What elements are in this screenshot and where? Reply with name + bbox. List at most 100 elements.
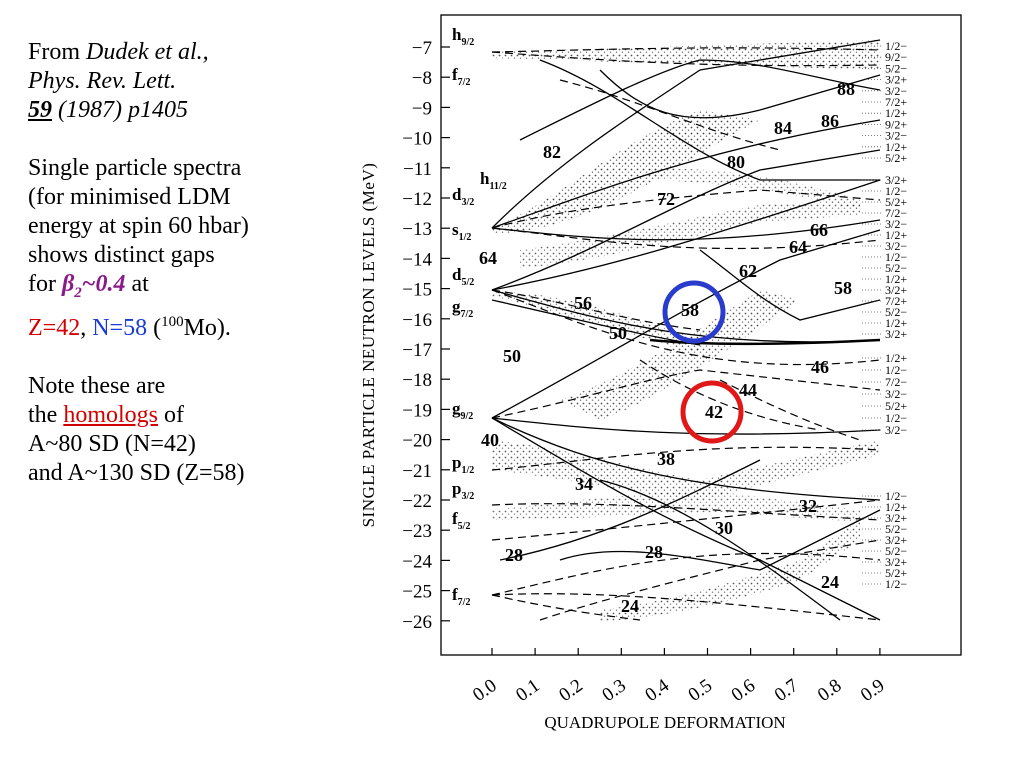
ref-authors: Dudek et al., — [86, 39, 209, 65]
x-tick-label: 0.1 — [512, 675, 544, 706]
note-line2: the homologs of — [28, 401, 185, 428]
x-tick-label: 0.7 — [771, 675, 803, 706]
state-labels: 1/2−9/2−5/2−3/2+3/2−7/2+1/2+9/2+3/2−1/2+… — [862, 39, 907, 591]
orbital-label: f5/2 — [452, 509, 470, 532]
n-value: N=58 — [92, 314, 148, 341]
gap-number: 84 — [774, 118, 792, 138]
svg-text:SINGLE PARTICLE NEUTRON LEVELS: SINGLE PARTICLE NEUTRON LEVELS (MeV) — [359, 163, 378, 528]
orbital-label: g9/2 — [452, 399, 473, 422]
gap-number: 38 — [657, 449, 675, 469]
y-tick-label: −14 — [402, 249, 432, 270]
state-label: 7/2− — [885, 375, 907, 389]
state-label: 1/2− — [885, 184, 907, 198]
state-label: 7/2− — [885, 206, 907, 220]
orbital-label: d3/2 — [452, 185, 474, 208]
y-tick-label: −7 — [412, 38, 432, 59]
homologs-link[interactable]: homologs — [63, 401, 159, 428]
state-label: 1/2− — [885, 489, 907, 503]
gap-number: 32 — [799, 496, 817, 516]
gap-number: 72 — [657, 189, 675, 209]
x-tick-label: 0.5 — [685, 675, 717, 706]
orbital-label: p1/2 — [452, 453, 474, 476]
y-tick-label: −15 — [402, 280, 432, 301]
z-value: Z=42 — [28, 314, 81, 341]
orbital-label: f7/2 — [452, 65, 470, 88]
y-tick-label: −21 — [402, 461, 432, 482]
x-axis-label: QUADRUPOLE DEFORMATION — [544, 713, 785, 732]
orbital-label: h9/2 — [452, 25, 474, 48]
note-line3: A~80 SD (N=42) — [28, 430, 196, 457]
state-label: 1/2+ — [885, 228, 907, 242]
orbital-label: s1/2 — [452, 220, 471, 243]
state-label: 1/2+ — [885, 106, 907, 120]
y-tick-label: −22 — [402, 491, 432, 512]
y-tick-label: −11 — [403, 159, 432, 180]
x-tick-label: 0.6 — [728, 675, 760, 706]
level-lines-dashed — [491, 47, 881, 621]
n58-highlight-circle — [662, 280, 726, 344]
x-axis-ticks: 0.0 0.1 0.2 0.3 0.4 0.5 0.6 0.7 0.8 0.9 — [469, 648, 888, 706]
shaded-bands — [492, 40, 880, 622]
state-label: 3/2− — [885, 84, 907, 98]
state-label: 7/2+ — [885, 95, 907, 109]
orbital-labels: h9/2 f7/2 h11/2 d3/2 s1/2 d5/2 g7/2 g9/2 p1/2 p3/… — [452, 25, 507, 608]
nucleus-line: Z=42, N=58 (100Mo). — [28, 313, 231, 341]
state-label: 9/2− — [885, 50, 907, 64]
y-tick-label: −18 — [402, 370, 432, 391]
gap-number: 64 — [789, 237, 807, 257]
slide-text: From Dudek et al., Phys. Rev. Lett. 59 (… — [28, 38, 358, 488]
x-tick-label: 0.0 — [469, 675, 500, 706]
state-label: 3/2+ — [885, 511, 907, 525]
state-label: 1/2− — [885, 363, 907, 377]
state-label: 1/2+ — [885, 140, 907, 154]
x-tick-label: 0.9 — [857, 675, 889, 706]
gap-number: 88 — [837, 79, 855, 99]
description-line2: (for minimised LDM — [28, 184, 231, 210]
orbital-label: p3/2 — [452, 479, 474, 502]
orbital-label: d5/2 — [452, 265, 474, 288]
orbital-label: h11/2 — [480, 169, 507, 192]
gap-number: 24 — [821, 572, 839, 592]
gap-number: 82 — [543, 142, 561, 162]
gap-number: 30 — [715, 518, 733, 538]
state-label: 9/2+ — [885, 117, 907, 131]
description-line1: Single particle spectra — [28, 155, 242, 181]
x-tick-label: 0.4 — [641, 675, 673, 706]
state-label: 3/2+ — [885, 555, 907, 569]
state-label: 5/2− — [885, 61, 907, 75]
gap-number: 58 — [834, 278, 852, 298]
state-label: 5/2+ — [885, 399, 907, 413]
state-label: 1/2+ — [885, 316, 907, 330]
gap-number: 50 — [503, 346, 521, 366]
state-label: 7/2+ — [885, 294, 907, 308]
y-tick-label: −16 — [402, 310, 432, 331]
gap-number: 40 — [481, 430, 499, 450]
plot-frame — [440, 14, 962, 656]
state-label: 1/2+ — [885, 500, 907, 514]
orbital-label: g7/2 — [452, 297, 473, 320]
state-label: 1/2+ — [885, 351, 907, 365]
state-label: 3/2− — [885, 129, 907, 143]
description-line4: shows distinct gaps — [28, 242, 215, 268]
gap-number: 58 — [681, 300, 699, 320]
reference-line1: From Dudek et al., — [28, 39, 209, 65]
state-label: 3/2− — [885, 387, 907, 401]
gap-number: 86 — [821, 111, 839, 131]
gap-number: 28 — [645, 542, 663, 562]
y-tick-label: −20 — [402, 431, 432, 452]
reference-line2: Phys. Rev. Lett. — [28, 68, 177, 94]
gap-number: 44 — [739, 380, 757, 400]
state-label: 1/2+ — [885, 272, 907, 286]
state-label: 5/2− — [885, 544, 907, 558]
gap-number: 64 — [479, 248, 497, 268]
y-axis-ticks: −7 −8 −9 −10 −11 −12 −13 −14 −15 −16 −17 −18 −19 −20 −… — [402, 38, 450, 633]
state-label: 3/2+ — [885, 173, 907, 187]
x-tick-label: 0.3 — [598, 675, 630, 706]
y-tick-label: −25 — [402, 582, 432, 603]
state-label: 3/2+ — [885, 533, 907, 547]
y-tick-label: −19 — [402, 400, 432, 421]
z42-highlight-circle — [680, 380, 744, 444]
y-tick-label: −17 — [402, 340, 432, 361]
gap-number: 66 — [810, 220, 828, 240]
state-label: 5/2+ — [885, 566, 907, 580]
